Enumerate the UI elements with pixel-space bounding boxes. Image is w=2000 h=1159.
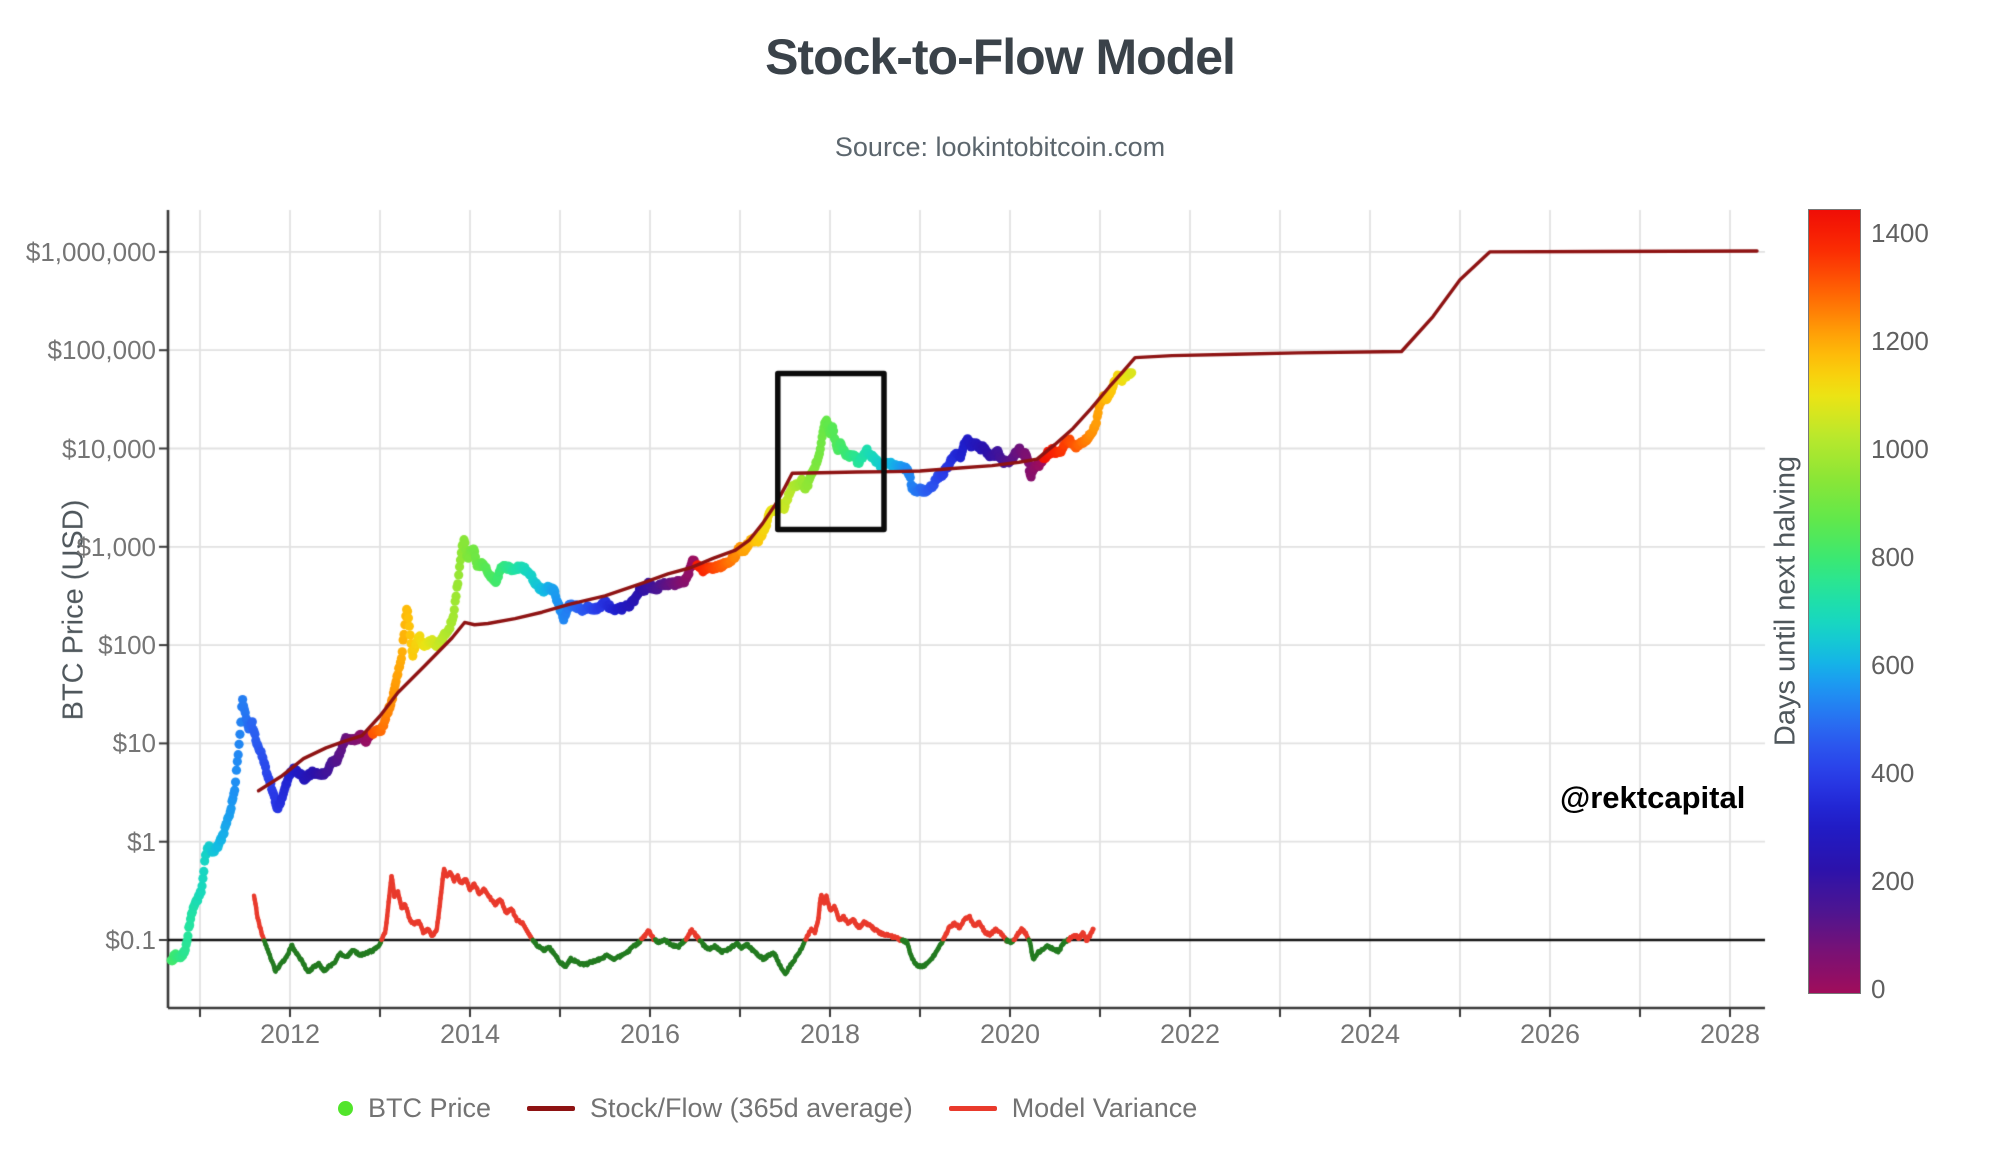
x-tick-label: 2022 [1159, 1019, 1221, 1049]
x-tick-label: 2026 [1519, 1019, 1581, 1049]
legend-item-stock-flow-365d-average: Stock/Flow (365d average) [527, 1093, 913, 1124]
y-tick-label: $10 [112, 728, 156, 759]
y-tick-label: $1,000 [76, 531, 156, 562]
colorbar-tick-label: 600 [1871, 650, 1915, 680]
legend-line-marker-icon [948, 1106, 997, 1111]
chart-legend: BTC Price Stock/Flow (365d average) Model … [338, 1093, 1197, 1124]
y-tick-label: $10,000 [62, 433, 156, 464]
legend-item-model-variance: Model Variance [948, 1093, 1198, 1124]
page-title: Stock-to-Flow Model [765, 29, 1236, 85]
colorbar-title: Days until next halving [1769, 455, 1802, 747]
legend-label: Model Variance [1011, 1093, 1198, 1123]
colorbar-tick-label: 1400 [1871, 218, 1929, 248]
x-tick-label: 2014 [439, 1019, 501, 1049]
legend-line-marker-icon [527, 1106, 576, 1111]
legend-label: BTC Price [368, 1093, 492, 1123]
y-tick-label: $100 [98, 630, 156, 661]
rektcapital-watermark: @rektcapital [1560, 780, 1746, 815]
colorbar-tick-label: 1000 [1871, 434, 1929, 464]
legend-item-btc-price: BTC Price [338, 1093, 491, 1124]
colorbar-tick-label: 0 [1871, 974, 1886, 1004]
x-tick-label: 2020 [979, 1019, 1041, 1049]
days-until-halving-colorbar [1808, 209, 1861, 994]
x-tick-label: 2018 [799, 1019, 861, 1049]
y-tick-label: $1 [127, 826, 156, 857]
colorbar-tick-label: 1200 [1871, 326, 1929, 356]
x-tick-label: 2028 [1699, 1019, 1761, 1049]
x-tick-label: 2012 [259, 1019, 321, 1049]
y-tick-label: $0.1 [105, 925, 156, 955]
x-tick-label: 2024 [1339, 1019, 1401, 1049]
y-tick-label: $100,000 [47, 335, 156, 366]
chart-source-subtitle: Source: lookintobitcoin.com [834, 132, 1166, 162]
x-tick-label: 2016 [619, 1019, 681, 1049]
legend-dot-marker-icon [338, 1101, 353, 1116]
colorbar-tick-label: 800 [1871, 542, 1915, 572]
colorbar-tick-label: 200 [1871, 866, 1915, 896]
legend-label: Stock/Flow (365d average) [590, 1093, 913, 1123]
colorbar-tick-label: 400 [1871, 758, 1915, 788]
y-tick-label: $1,000,000 [25, 236, 156, 267]
